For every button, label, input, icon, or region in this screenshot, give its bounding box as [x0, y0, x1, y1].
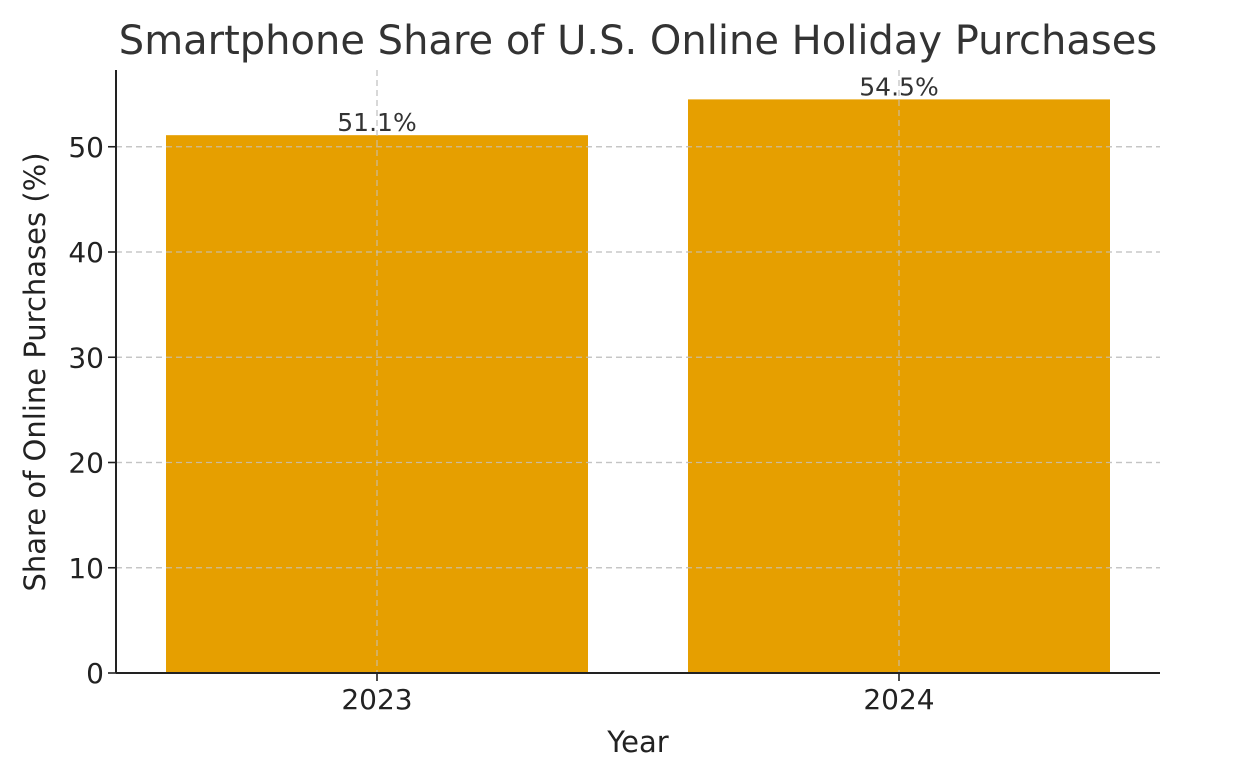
x-ticks: 2023 2024	[341, 673, 935, 716]
y-tick-label: 30	[68, 341, 104, 374]
y-tick-label: 20	[68, 447, 104, 480]
y-tick-label: 40	[68, 236, 104, 269]
bars	[166, 99, 1110, 674]
y-ticks: 0 10 20 30 40 50	[68, 131, 116, 690]
x-tick-label-2023: 2023	[341, 683, 412, 716]
x-tick-label-2024: 2024	[863, 683, 934, 716]
chart-title: Smartphone Share of U.S. Online Holiday …	[119, 18, 1157, 64]
y-tick-label: 0	[86, 657, 104, 690]
x-axis-label: Year	[606, 725, 668, 759]
y-tick-label: 50	[68, 131, 104, 164]
data-labels: 51.1%54.5%	[116, 70, 1160, 673]
data-label-2024: 54.5%	[859, 72, 938, 101]
y-tick-label: 10	[68, 552, 104, 585]
y-axis-label: Share of Online Purchases (%)	[18, 152, 52, 591]
